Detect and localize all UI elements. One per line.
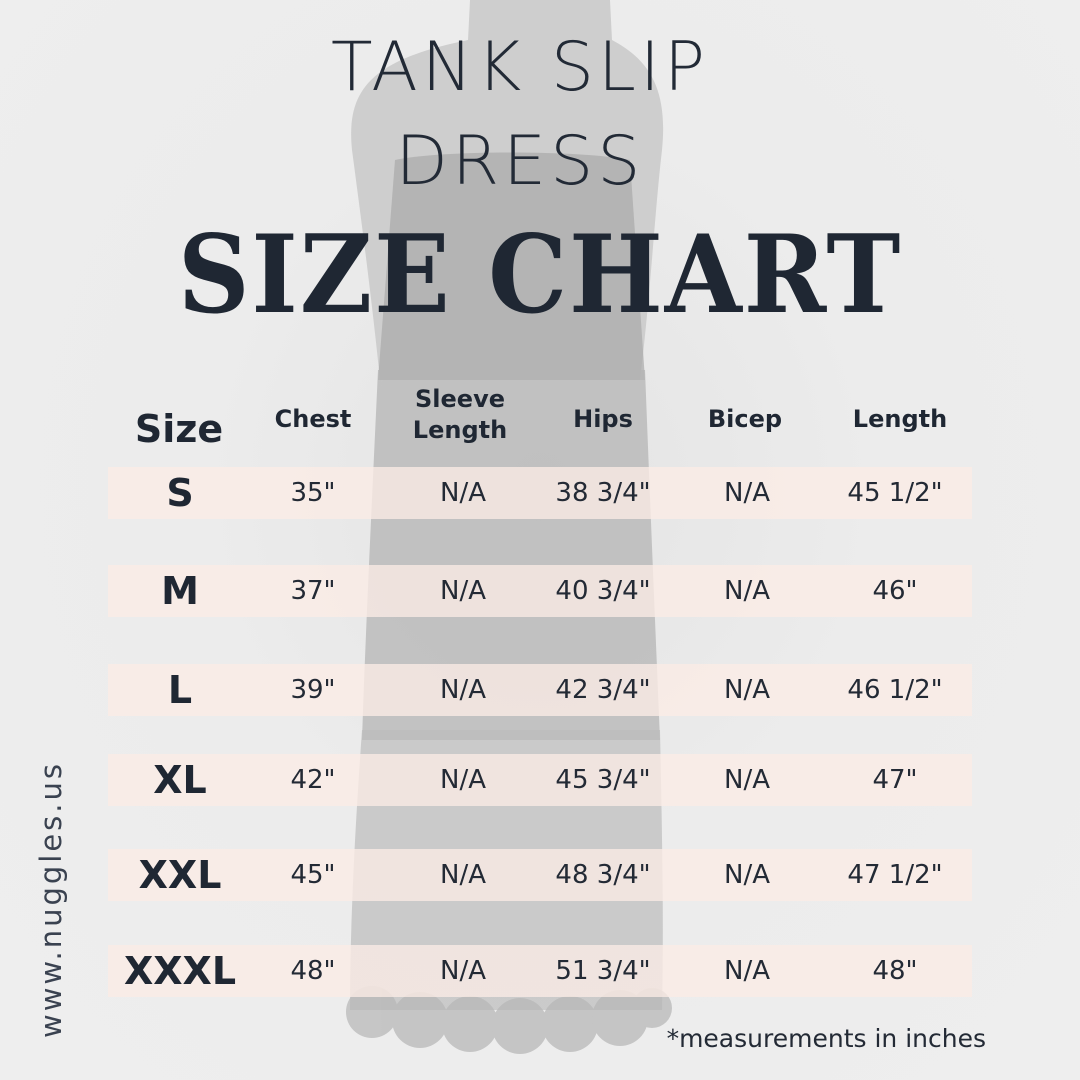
title-line-1: TANK SLIP [331,28,709,107]
size-cell: S [166,471,194,515]
bicep-cell: N/A [724,860,770,890]
sleeve-cell: N/A [440,956,486,986]
sleeve-cell: N/A [440,765,486,795]
bicep-cell: N/A [724,675,770,705]
table-row: M 37" N/A 40 3/4" N/A 46" [108,565,972,617]
hips-cell: 38 3/4" [555,478,651,508]
length-cell: 48" [872,956,918,986]
size-cell: XL [153,758,207,802]
chest-cell: 45" [290,860,336,890]
table-row: L 39" N/A 42 3/4" N/A 46 1/2" [108,664,972,716]
size-cell: L [167,668,193,712]
table-row: XXL 45" N/A 48 3/4" N/A 47 1/2" [108,849,972,901]
website-text: www.nuggles.us [34,760,68,1038]
table-row: XL 42" N/A 45 3/4" N/A 47" [108,754,972,806]
column-header-length: Length [852,405,948,433]
bicep-cell: N/A [724,576,770,606]
size-cell: M [161,569,199,613]
footnote: *measurements in inches [666,1024,986,1053]
length-cell: 45 1/2" [847,478,943,508]
chest-cell: 42" [290,765,336,795]
page-title: SIZE CHART [177,212,903,338]
sleeve-cell: N/A [440,860,486,890]
length-cell: 46" [872,576,918,606]
length-cell: 46 1/2" [847,675,943,705]
hips-cell: 48 3/4" [555,860,651,890]
length-cell: 47 1/2" [847,860,943,890]
title-line-2: DRESS [395,122,645,201]
column-header-sleeve-line1: Sleeve [415,385,505,413]
column-header-chest: Chest [274,405,352,433]
size-cell: XXXL [123,949,237,993]
hips-cell: 42 3/4" [555,675,651,705]
column-header-bicep: Bicep [707,405,783,433]
table-row: S 35" N/A 38 3/4" N/A 45 1/2" [108,467,972,519]
chest-cell: 35" [290,478,336,508]
bicep-cell: N/A [724,765,770,795]
column-header-sleeve-length: Sleeve Length [400,384,520,446]
sleeve-cell: N/A [440,675,486,705]
column-header-size: Size [134,407,224,451]
hips-cell: 45 3/4" [555,765,651,795]
size-cell: XXL [138,853,222,897]
chest-cell: 48" [290,956,336,986]
chest-cell: 39" [290,675,336,705]
hips-cell: 51 3/4" [555,956,651,986]
length-cell: 47" [872,765,918,795]
sleeve-cell: N/A [440,478,486,508]
hips-cell: 40 3/4" [555,576,651,606]
column-header-sleeve-line2: Length [412,416,508,445]
chest-cell: 37" [290,576,336,606]
column-header-hips: Hips [573,405,633,433]
sleeve-cell: N/A [440,576,486,606]
bicep-cell: N/A [724,956,770,986]
table-row: XXXL 48" N/A 51 3/4" N/A 48" [108,945,972,997]
bicep-cell: N/A [724,478,770,508]
